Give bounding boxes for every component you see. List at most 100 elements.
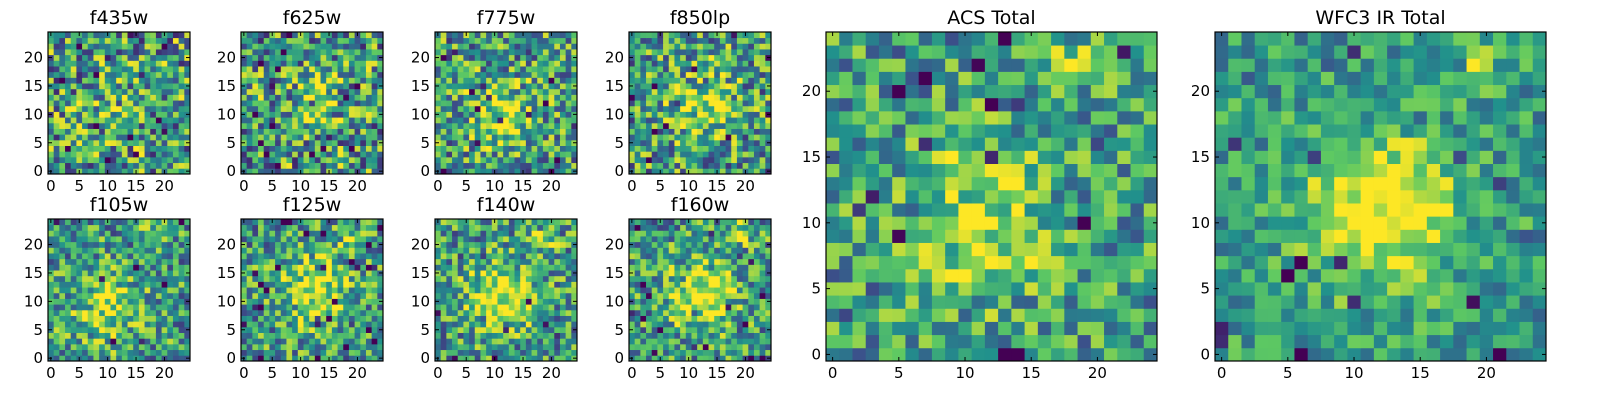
heatmap-cell bbox=[354, 264, 361, 271]
heatmap-cell bbox=[241, 230, 248, 237]
heatmap-cell bbox=[246, 100, 253, 107]
heatmap-cell bbox=[542, 134, 549, 141]
heatmap-cell bbox=[668, 77, 675, 84]
heatmap-cell bbox=[765, 122, 772, 129]
heatmap-cell bbox=[542, 49, 549, 56]
heatmap-cell bbox=[651, 139, 658, 146]
heatmap-cell bbox=[525, 338, 532, 345]
heatmap-cell bbox=[286, 321, 293, 328]
heatmap-cell bbox=[674, 332, 681, 339]
heatmap-cell bbox=[314, 32, 321, 39]
heatmap-cell bbox=[246, 139, 253, 146]
heatmap-cell bbox=[53, 315, 60, 322]
heatmap-cell bbox=[99, 241, 106, 248]
heatmap-cell bbox=[70, 304, 77, 311]
heatmap-cell bbox=[150, 321, 157, 328]
heatmap-cell bbox=[275, 60, 282, 67]
heatmap-cell bbox=[110, 156, 117, 164]
heatmap-cell bbox=[297, 264, 304, 271]
heatmap-cell bbox=[286, 122, 293, 129]
heatmap-cell bbox=[116, 247, 123, 254]
heatmap-cell bbox=[184, 349, 191, 356]
heatmap-cell bbox=[263, 326, 270, 333]
heatmap-cell bbox=[104, 281, 111, 288]
heatmap-cell bbox=[640, 168, 647, 175]
heatmap-cell bbox=[697, 134, 704, 141]
heatmap-cell bbox=[59, 32, 66, 39]
heatmap-cell bbox=[486, 236, 493, 243]
heatmap-cell bbox=[343, 71, 350, 78]
heatmap-cell bbox=[99, 94, 106, 101]
heatmap-cell bbox=[269, 54, 276, 61]
heatmap-cell bbox=[486, 224, 493, 231]
heatmap-cell bbox=[365, 156, 373, 164]
heatmap-cell bbox=[520, 156, 527, 164]
heatmap-cell bbox=[452, 83, 459, 90]
heatmap-cell bbox=[554, 88, 561, 95]
heatmap-cell bbox=[110, 37, 117, 44]
heatmap-cell bbox=[657, 128, 664, 135]
heatmap-cell bbox=[440, 309, 447, 316]
heatmap-cell bbox=[65, 43, 72, 50]
heatmap-cell bbox=[343, 139, 350, 146]
heatmap-cell bbox=[708, 270, 715, 277]
heatmap-cell bbox=[537, 122, 544, 129]
heatmap-cell bbox=[514, 298, 521, 305]
heatmap-cell bbox=[753, 349, 761, 356]
heatmap-cell bbox=[503, 326, 510, 333]
heatmap-cell bbox=[155, 292, 162, 299]
heatmap-cell bbox=[87, 236, 94, 243]
heatmap-cell bbox=[326, 258, 333, 265]
heatmap-cell bbox=[326, 264, 333, 271]
heatmap-cell bbox=[178, 236, 185, 243]
heatmap-cell bbox=[742, 122, 749, 129]
heatmap-cell bbox=[474, 236, 481, 243]
heatmap-cell bbox=[53, 71, 60, 78]
heatmap-cell bbox=[144, 117, 151, 124]
heatmap-cell bbox=[537, 309, 544, 316]
heatmap-cell bbox=[348, 128, 355, 135]
heatmap-cell bbox=[440, 105, 447, 112]
heatmap-cell bbox=[480, 230, 487, 237]
heatmap-cell bbox=[736, 162, 743, 169]
heatmap-cell bbox=[663, 100, 670, 107]
heatmap-cell bbox=[144, 349, 151, 356]
heatmap-cell bbox=[514, 321, 521, 328]
heatmap-cell bbox=[354, 253, 361, 260]
heatmap-cell bbox=[252, 168, 259, 175]
heatmap-cell bbox=[548, 66, 555, 73]
heatmap-cell bbox=[348, 145, 355, 152]
heatmap-cell bbox=[440, 94, 447, 101]
heatmap-cell bbox=[463, 94, 470, 101]
heatmap-cell bbox=[138, 111, 145, 118]
heatmap-cell bbox=[559, 105, 567, 112]
heatmap-cell bbox=[343, 156, 350, 164]
heatmap-cell bbox=[303, 270, 310, 277]
heatmap-cell bbox=[480, 151, 487, 158]
heatmap-cell bbox=[554, 219, 561, 226]
heatmap-cell bbox=[252, 151, 259, 158]
heatmap-cell bbox=[514, 71, 521, 78]
heatmap-cell bbox=[674, 309, 681, 316]
heatmap-cell bbox=[144, 156, 151, 164]
heatmap-cell bbox=[663, 43, 670, 50]
heatmap-cell bbox=[531, 332, 538, 339]
heatmap-cell bbox=[531, 111, 538, 118]
heatmap-cell bbox=[309, 100, 316, 107]
heatmap-cell bbox=[326, 128, 333, 135]
heatmap-cell bbox=[674, 66, 681, 73]
heatmap-cell bbox=[463, 349, 470, 356]
heatmap-cell bbox=[463, 292, 470, 299]
heatmap-cell bbox=[104, 105, 111, 112]
heatmap-cell bbox=[446, 88, 453, 95]
heatmap-cell bbox=[258, 162, 265, 169]
heatmap-cell bbox=[531, 292, 538, 299]
heatmap-cell bbox=[309, 88, 316, 95]
heatmap-cell bbox=[184, 117, 191, 124]
heatmap-cell bbox=[348, 94, 355, 101]
heatmap-cell bbox=[748, 60, 755, 67]
heatmap-cell bbox=[246, 304, 253, 311]
heatmap-cell bbox=[753, 315, 761, 322]
heatmap-cell bbox=[263, 32, 270, 39]
heatmap-cell bbox=[275, 355, 282, 362]
